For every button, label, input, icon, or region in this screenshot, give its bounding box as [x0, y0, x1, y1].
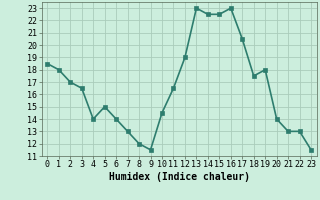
X-axis label: Humidex (Indice chaleur): Humidex (Indice chaleur) [109, 172, 250, 182]
